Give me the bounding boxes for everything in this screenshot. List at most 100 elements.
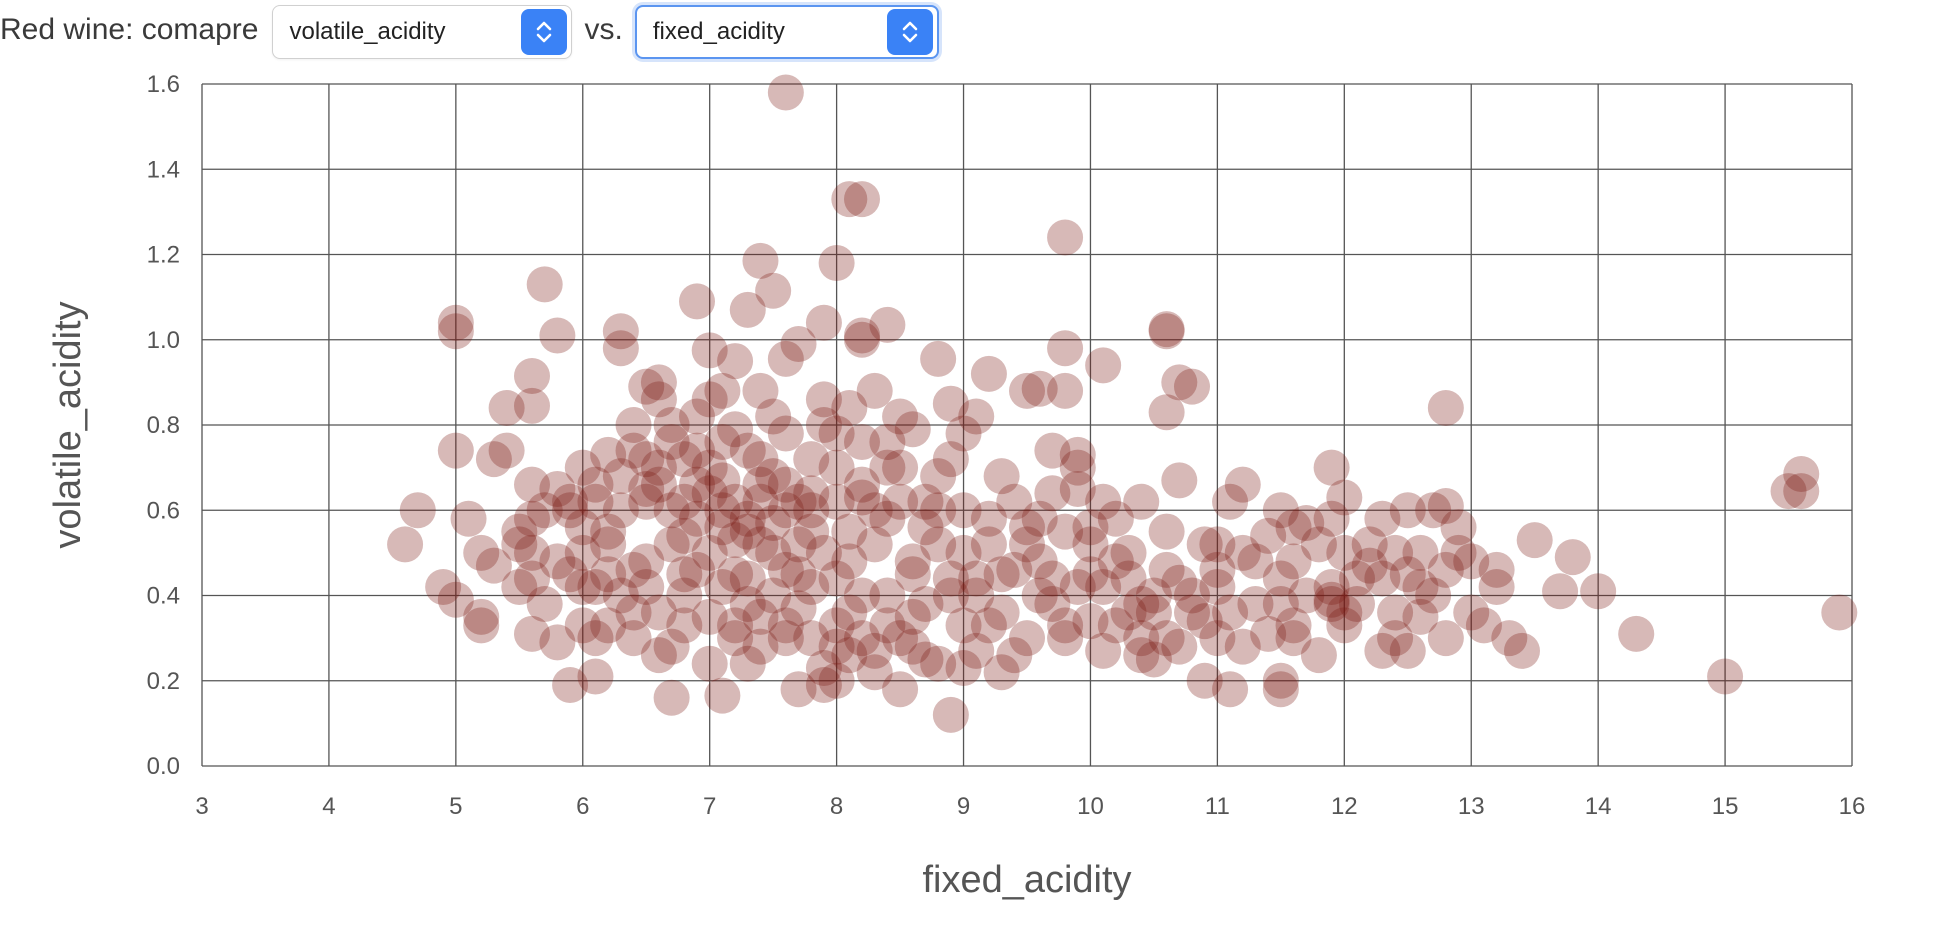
data-point [818,245,855,282]
data-point [564,534,601,571]
data-point [666,577,703,614]
data-point [1542,573,1579,610]
data-point [1326,534,1363,571]
data-point [742,242,779,279]
data-point [1135,577,1172,614]
data-point [729,500,766,537]
data-point [1262,492,1299,529]
x-tick-label: 16 [1839,793,1866,820]
data-point [1288,505,1325,542]
data-point [1707,658,1744,695]
data-point [831,637,868,674]
data-point [844,466,880,503]
data-point [1123,637,1160,674]
data-point [501,513,538,550]
data-point [679,432,715,469]
data-point [1389,556,1426,593]
data-point [526,586,563,623]
data-point [539,543,576,580]
data-point [793,441,830,478]
data-point [1161,564,1198,601]
data-point [1427,551,1464,588]
y-tick-label: 1.4 [147,156,180,183]
data-point [1580,573,1617,610]
data-point [615,407,652,443]
data-point [970,607,1007,644]
data-point [514,387,550,424]
data-point [1554,539,1591,576]
data-point [1097,543,1134,580]
data-point [869,306,906,343]
data-point [793,492,830,529]
x-variable-select[interactable]: fixed_acidity [634,5,939,59]
data-point [1123,586,1160,623]
data-point [1821,594,1858,631]
x-tick-label: 9 [957,793,970,820]
data-point [628,543,665,580]
data-point [869,424,906,461]
data-point [1300,637,1337,674]
data-point [717,556,754,593]
data-point [882,671,919,708]
y-variable-select[interactable]: volatile_acidity [272,5,573,59]
data-point [602,458,639,495]
data-point [1034,432,1071,469]
y-tick-label: 1.0 [147,327,180,354]
data-point [628,470,665,507]
data-point [437,432,474,469]
data-point [958,632,995,669]
data-point [1275,543,1312,580]
data-point [742,628,779,665]
data-point [793,568,830,605]
data-point [818,662,855,699]
data-point [1009,526,1045,563]
data-point [1148,311,1185,348]
data-point [704,424,741,461]
data-point [805,304,842,341]
x-axis-label: fixed_acidity [922,859,1131,901]
data-point [514,357,550,394]
x-tick-label: 10 [1077,793,1104,820]
data-point [514,500,550,537]
data-point [1402,534,1439,571]
data-point [844,321,880,358]
data-point [425,568,462,605]
data-point [920,492,957,529]
data-point [1783,473,1820,510]
data-point [1326,594,1363,631]
data-point [577,466,614,503]
data-point [1313,449,1350,486]
data-point [577,483,614,520]
data-point [704,568,741,605]
data-point [691,534,728,571]
data-point [1021,543,1058,580]
data-point [907,509,944,546]
data-point [882,620,919,657]
data-point [1199,620,1236,657]
data-point [1085,568,1122,605]
y-tick-label: 0.6 [147,497,180,524]
data-point [869,577,906,614]
data-point [1034,475,1071,512]
data-point [1288,577,1325,614]
data-point [514,560,550,597]
data-point [1377,534,1414,571]
data-point [1047,620,1084,657]
data-point [1174,368,1210,405]
data-point [831,181,868,218]
data-point [729,291,766,328]
data-point [577,568,614,605]
data-point [767,415,804,452]
data-point [894,556,931,593]
data-point [767,607,804,644]
data-point [1402,568,1439,605]
data-point [932,441,969,478]
data-point [1021,577,1058,614]
data-point [1123,483,1160,520]
data-point [996,551,1033,588]
data-point [1009,372,1045,409]
data-point [691,645,728,682]
data-point [1364,632,1401,669]
data-point [577,620,614,657]
data-point [1491,620,1528,657]
